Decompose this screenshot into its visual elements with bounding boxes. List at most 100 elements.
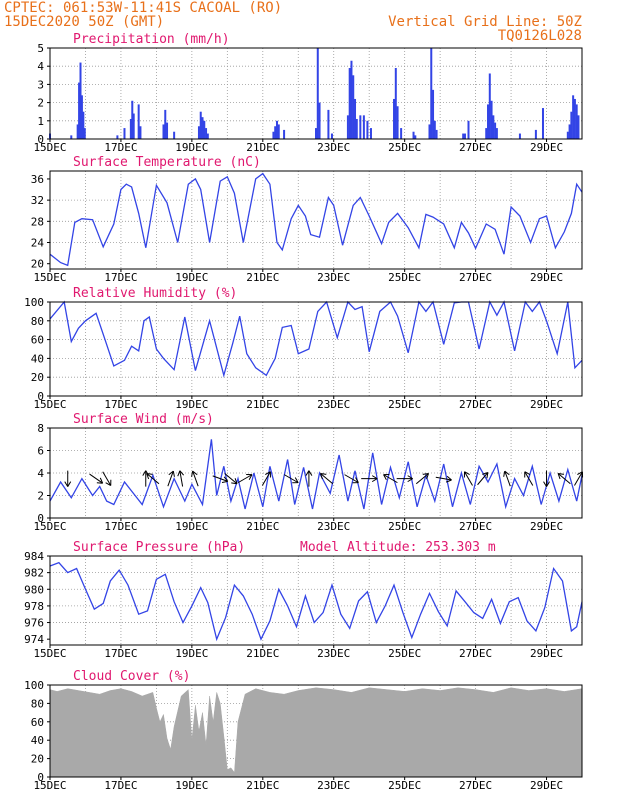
precip-bar (346, 115, 349, 139)
precip-bar (131, 100, 134, 139)
precip-bar (359, 115, 362, 139)
wind-arrow (361, 475, 378, 483)
wind-arrow-shaft (464, 471, 473, 486)
x-tick-label: 15DEC (33, 779, 66, 792)
x-tick-label: 15DEC (33, 141, 66, 154)
y-tick-label: 0 (37, 771, 44, 784)
wind-arrow-head (463, 471, 470, 478)
wind-arrow (102, 471, 112, 486)
precip-bar (570, 111, 573, 139)
panel-frame (49, 170, 583, 270)
precip-bar (495, 128, 498, 139)
wind-arrow (396, 475, 413, 483)
x-tick-label: 27DEC (459, 520, 492, 533)
wind-arrow-shaft (146, 473, 160, 485)
run-date-header: 15DEC2020 50Z (GMT) (4, 14, 164, 30)
precip-bar (575, 104, 578, 139)
x-tick-label: 27DEC (459, 647, 492, 660)
precip-bar (433, 120, 436, 139)
wind-arrow-head (543, 481, 550, 487)
precip-bar (572, 95, 575, 139)
precip-bar (199, 111, 202, 139)
x-tick-label: 19DEC (175, 141, 208, 154)
wind-arrow-shaft (435, 476, 452, 481)
precip-bar (164, 109, 167, 139)
precip-bar (366, 120, 369, 139)
y-tick-label: 980 (24, 583, 44, 596)
wind-arrow (383, 474, 398, 484)
x-tick-label: 17DEC (104, 520, 137, 533)
wind-arrow-head (503, 470, 510, 477)
y-tick-label: 32 (31, 194, 44, 207)
wind-arrow-shaft (89, 473, 103, 484)
wind-arrow-head (482, 472, 489, 479)
y-tick-label: 28 (31, 215, 44, 228)
wind-arrow (305, 470, 313, 487)
wind-arrow-head (383, 474, 390, 480)
precip-bar (83, 128, 86, 139)
precip-bar (400, 128, 403, 139)
wind-arrow-shaft (320, 473, 334, 485)
x-tick-label: 27DEC (459, 779, 492, 792)
wind-arrow-shaft (212, 475, 228, 482)
panel-frame (49, 684, 583, 778)
wind-arrow-head (246, 474, 253, 480)
panel-frame (49, 427, 583, 519)
wind-arrow-head (231, 478, 238, 485)
precip-bar (463, 133, 466, 139)
panel-frame (49, 301, 583, 397)
x-tick-label: 15DEC (33, 398, 66, 411)
humidity-title: Relative Humidity (%) (73, 286, 237, 301)
precip-bar (116, 135, 119, 139)
precip-bar (80, 95, 83, 139)
wind-arrow (224, 473, 238, 485)
cloud-title: Cloud Cover (%) (73, 669, 190, 684)
x-tick-label: 21DEC (246, 520, 279, 533)
precip-bar (123, 128, 126, 139)
precip-bar (362, 115, 365, 139)
precip-bar (428, 124, 431, 139)
wind-arrow (177, 470, 185, 487)
precip-bar (396, 106, 399, 139)
wind-arrow (435, 475, 452, 483)
y-tick-label: 976 (24, 617, 44, 630)
precip-bar (173, 131, 176, 139)
precip-bar (274, 126, 277, 139)
vertical-grid-note: Vertical Grid Line: 50Z (388, 14, 582, 30)
precip-bar (577, 115, 580, 139)
wind-arrow-shaft (102, 471, 112, 486)
x-tick-label: 17DEC (104, 141, 137, 154)
wind-panel: 0 2 4 6 8 15DEC 17DEC 19DEC 21DEC 23DEC 25DEC 27DEC… (33, 412, 584, 533)
precip-bar (494, 122, 497, 139)
wind-arrow-head (191, 470, 198, 477)
precip-bar (566, 131, 569, 139)
wind-arrow-head (524, 471, 531, 478)
precip-bar (206, 133, 209, 139)
y-tick-label: 982 (24, 567, 44, 580)
wind-arrow (261, 471, 271, 486)
x-tick-label: 27DEC (459, 398, 492, 411)
y-tick-label: 4 (37, 60, 44, 73)
pressure-panel: 974 976 978 980 982 984 15DEC 17DEC 19DEC 21DEC 23… (24, 540, 583, 660)
x-tick-label: 21DEC (246, 398, 279, 411)
station-header: CPTEC: 061:53W-11:41S CACOAL (RO) (4, 0, 282, 16)
precip-bar (352, 75, 355, 139)
wind-arrow (64, 470, 72, 487)
y-tick-label: 100 (24, 296, 44, 309)
precip-bar (435, 129, 438, 139)
precip-bar (541, 108, 544, 139)
temperature-line (49, 172, 583, 267)
x-tick-label: 27DEC (459, 141, 492, 154)
wind-arrow-shaft (383, 474, 398, 484)
wind-arrow (167, 470, 175, 487)
x-tick-label: 23DEC (317, 779, 350, 792)
x-tick-label: 19DEC (175, 520, 208, 533)
wind-arrow-head (292, 477, 299, 484)
y-tick-label: 20 (31, 258, 44, 271)
wind-arrow-head (371, 475, 378, 483)
precip-bar (432, 89, 435, 139)
panel-frame (49, 555, 583, 646)
wind-arrow-head (422, 472, 430, 480)
y-tick-label: 3 (37, 78, 44, 91)
x-tick-label: 25DEC (388, 647, 421, 660)
